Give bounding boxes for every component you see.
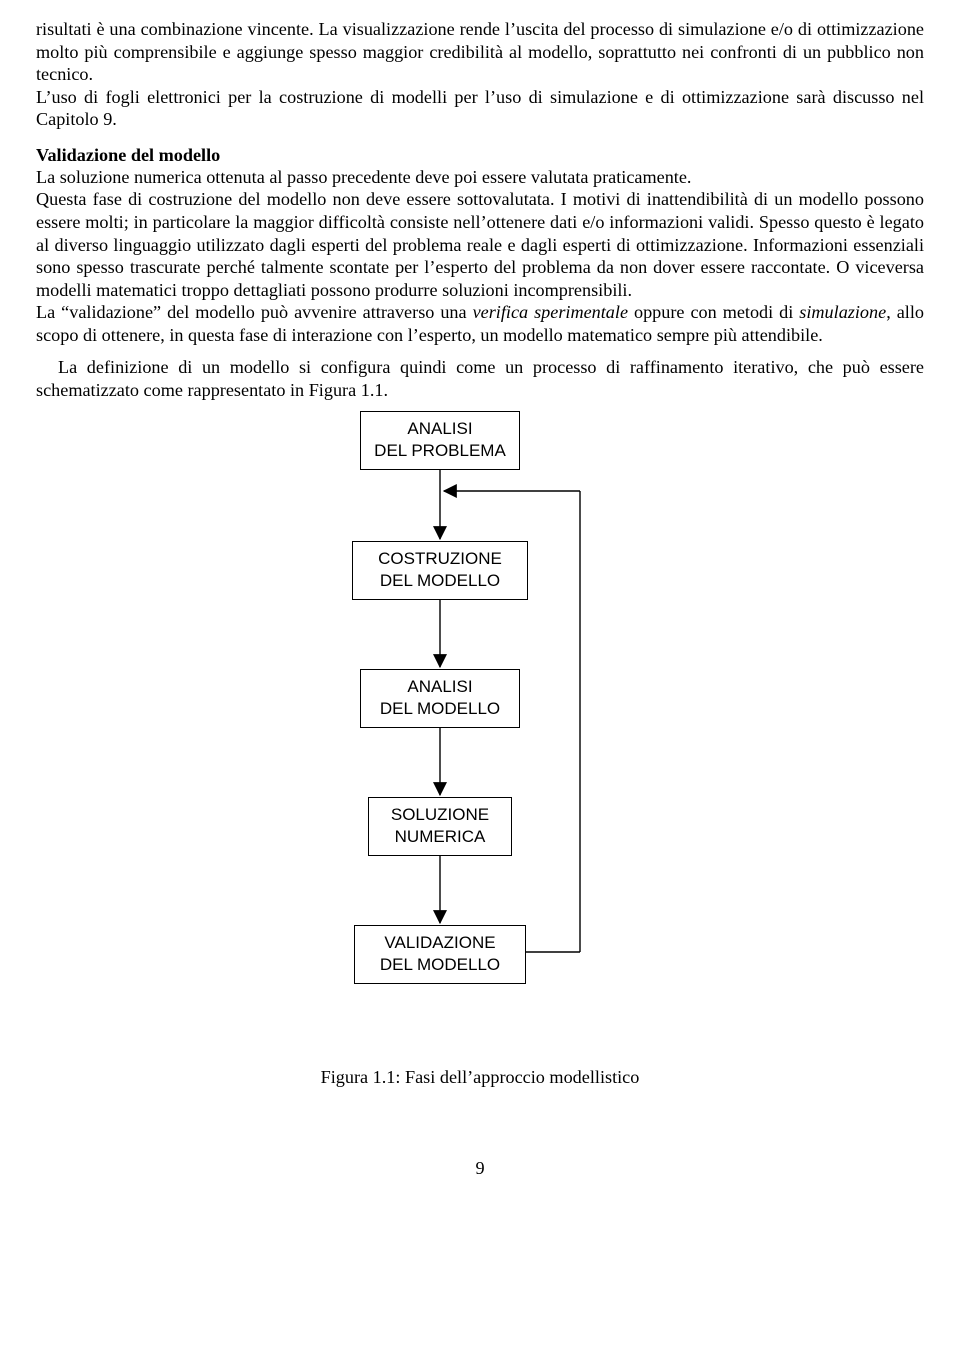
paragraph-validazione-methods: La “validazione” del modello può avvenir…: [36, 301, 924, 346]
paragraph-intro-2: L’uso di fogli elettronici per la costru…: [36, 86, 924, 131]
flowchart-node-n4: SOLUZIONENUMERICA: [368, 797, 512, 856]
paragraph-definizione: La definizione di un modello si configur…: [36, 356, 924, 401]
emphasis-verifica: verifica sperimentale: [473, 302, 628, 322]
paragraph-validazione-lead: La soluzione numerica ottenuta al passo …: [36, 166, 924, 189]
flowchart-node-n3: ANALISIDEL MODELLO: [360, 669, 520, 728]
section-heading-validazione: Validazione del modello: [36, 145, 924, 166]
paragraph-validazione-body: Questa fase di costruzione del modello n…: [36, 188, 924, 301]
flowchart-node-n1: ANALISIDEL PROBLEMA: [360, 411, 520, 470]
figure-1-1: ANALISIDEL PROBLEMA COSTRUZIONEDEL MODELL…: [36, 411, 924, 1088]
emphasis-simulazione: simulazione: [799, 302, 886, 322]
figure-caption: Figura 1.1: Fasi dell’approccio modellis…: [321, 1067, 640, 1088]
page-number: 9: [36, 1158, 924, 1179]
text-run: oppure con metodi di: [628, 302, 799, 322]
page-container: risultati è una combinazione vincente. L…: [0, 0, 960, 1219]
flowchart: ANALISIDEL PROBLEMA COSTRUZIONEDEL MODELL…: [250, 411, 710, 1041]
flowchart-node-n2: COSTRUZIONEDEL MODELLO: [352, 541, 528, 600]
paragraph-intro-1: risultati è una combinazione vincente. L…: [36, 18, 924, 86]
flowchart-node-n5: VALIDAZIONEDEL MODELLO: [354, 925, 526, 984]
text-run: La “validazione” del modello può avvenir…: [36, 302, 473, 322]
